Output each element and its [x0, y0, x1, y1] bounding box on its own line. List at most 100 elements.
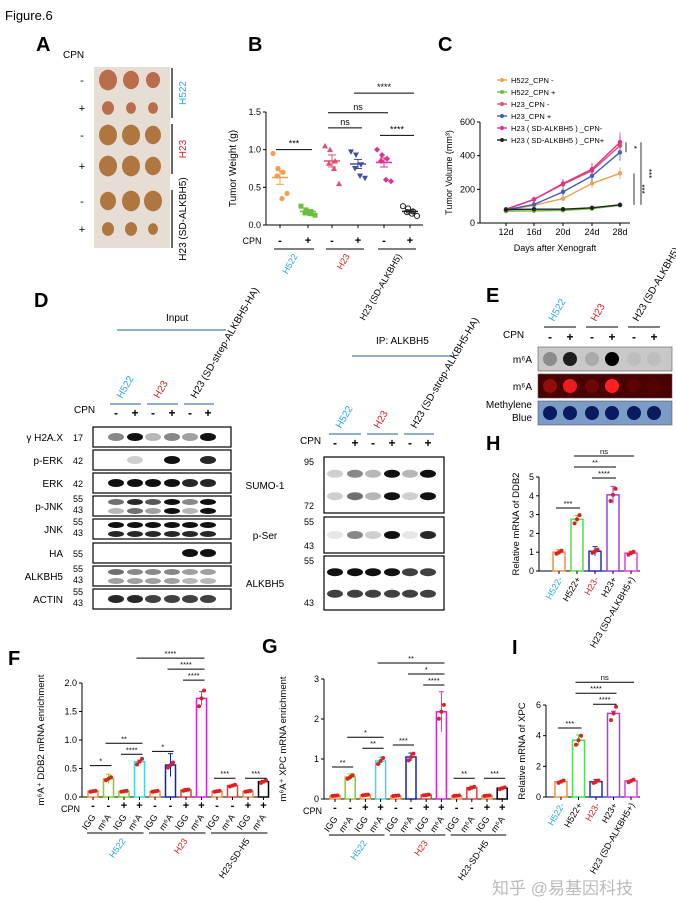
data-point	[631, 549, 636, 554]
dot	[585, 352, 599, 366]
data-point	[171, 760, 175, 765]
mw-marker: 55	[73, 587, 83, 597]
dot	[563, 406, 577, 420]
blot-ha	[92, 542, 232, 564]
y-tick-label: 400	[460, 151, 475, 161]
significance-label: *	[364, 728, 367, 737]
data-point	[137, 759, 142, 764]
band	[164, 569, 180, 575]
data-point	[270, 150, 276, 157]
data-point	[279, 196, 285, 202]
cpn-sign: -	[153, 800, 157, 812]
band	[200, 499, 216, 505]
y-tick-label: 1.0	[64, 735, 77, 745]
data-point	[426, 792, 431, 797]
data-point	[186, 787, 191, 792]
cpn-sign: -	[215, 800, 219, 812]
group-label: H23 (SD-strep-ALKBH5-HA)	[409, 316, 482, 431]
x-tick-label: m⁶A	[188, 812, 206, 832]
legend-marker	[500, 126, 504, 130]
group-label: H23	[152, 379, 171, 401]
band	[108, 578, 124, 584]
band	[347, 492, 363, 501]
significance-label: ***	[565, 719, 574, 728]
y-tick-label: 0.0	[64, 792, 77, 802]
significance-label: ****	[188, 671, 200, 680]
band	[182, 508, 198, 514]
mw-marker: 42	[73, 456, 83, 466]
band	[402, 568, 418, 577]
data-point	[336, 180, 342, 187]
data-point	[135, 762, 139, 767]
y-tick-label: 1	[529, 547, 534, 557]
band	[145, 578, 161, 584]
tumor	[99, 69, 117, 91]
band	[327, 492, 343, 501]
band	[145, 499, 161, 505]
panel-g-label: G	[262, 636, 278, 658]
band	[420, 469, 436, 478]
band	[200, 456, 216, 464]
data-point	[472, 784, 477, 789]
x-tick-label: m⁶A	[126, 812, 144, 832]
data-point	[436, 716, 441, 721]
bar	[133, 760, 146, 798]
x-tick-label: IGG	[204, 812, 222, 831]
cpn-sign: +	[484, 802, 490, 814]
y-tick-label: 6	[536, 700, 541, 710]
dot-row-label: Methylene	[486, 400, 533, 411]
band	[108, 595, 124, 603]
data-point	[335, 793, 340, 798]
data-point	[217, 788, 222, 793]
data-point	[284, 190, 290, 196]
cpn-sign: +	[168, 406, 175, 420]
band	[127, 569, 143, 575]
watermark: 知乎 @易基因科技	[492, 879, 633, 897]
tumor	[126, 102, 136, 114]
band	[420, 492, 436, 501]
data-point	[353, 152, 359, 158]
bar	[624, 552, 638, 572]
band	[108, 522, 124, 528]
significance-label: ***	[564, 499, 573, 508]
cpn-sign: -	[548, 330, 552, 344]
significance-label: ***	[644, 169, 653, 178]
band	[145, 522, 161, 528]
band	[127, 456, 143, 464]
cpn-sign: -	[348, 802, 352, 814]
legend-marker	[500, 138, 504, 142]
band	[164, 479, 180, 487]
blot-row-label: p-JNK	[35, 502, 63, 513]
band	[384, 492, 400, 501]
band	[402, 589, 418, 598]
data-point	[168, 763, 173, 768]
band	[164, 433, 180, 441]
band	[145, 479, 161, 487]
group-label: H23 (SD-strep-ALKBH5-HA)	[189, 286, 262, 401]
mw-marker: 55	[304, 556, 314, 566]
data-point	[155, 788, 160, 793]
band	[164, 578, 180, 584]
band	[145, 595, 161, 603]
x-tick-label: H522+	[562, 801, 584, 829]
band	[127, 595, 143, 603]
band	[182, 522, 198, 528]
x-tick-label: IGG	[173, 812, 191, 831]
figure-title: Figure.6	[5, 8, 53, 23]
cpn-sign: +	[131, 406, 138, 420]
data-point	[411, 751, 416, 756]
band	[108, 479, 124, 487]
x-tick-label: IGG	[142, 812, 160, 831]
data-point	[572, 521, 577, 526]
cpn-sign: +	[650, 330, 657, 344]
cpn-sign: +	[351, 436, 358, 450]
dot	[563, 352, 577, 366]
data-point	[322, 142, 328, 149]
data-point	[362, 175, 368, 182]
panel-f-label: F	[8, 648, 21, 670]
y-axis-label: Tumor Weight (g)	[228, 130, 239, 207]
group-label: H23	[178, 139, 189, 158]
cpn-sign: +	[499, 802, 505, 814]
mw-marker: 72	[304, 501, 314, 511]
